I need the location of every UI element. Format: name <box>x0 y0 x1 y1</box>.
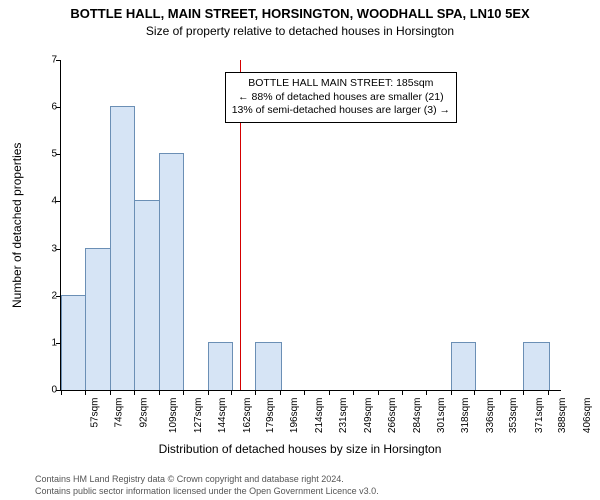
x-axis-title: Distribution of detached houses by size … <box>0 442 600 456</box>
histogram-bar <box>523 342 550 390</box>
x-tick-label: 336sqm <box>485 398 496 434</box>
y-tick-label: 0 <box>51 385 57 396</box>
x-tick-label: 353sqm <box>508 398 519 434</box>
x-tick-label: 371sqm <box>534 398 545 434</box>
footer-line: Contains HM Land Registry data © Crown c… <box>35 474 344 484</box>
x-tick-label: 127sqm <box>193 398 204 434</box>
histogram-bar <box>61 295 86 390</box>
y-tick-label: 7 <box>51 55 57 66</box>
y-tick-label: 4 <box>51 196 57 207</box>
x-tick-label: 214sqm <box>314 398 325 434</box>
histogram-bar <box>159 153 184 390</box>
y-tick-label: 2 <box>51 290 57 301</box>
x-tick-label: 109sqm <box>168 398 179 434</box>
x-tick-label: 249sqm <box>363 398 374 434</box>
x-tick-label: 196sqm <box>289 398 300 434</box>
x-tick-label: 284sqm <box>412 398 423 434</box>
annotation-box: BOTTLE HALL MAIN STREET: 185sqm ← 88% of… <box>225 72 457 123</box>
histogram-bar <box>134 200 161 390</box>
histogram-bar <box>451 342 476 390</box>
histogram-bar <box>110 106 135 390</box>
x-tick-label: 318sqm <box>460 398 471 434</box>
x-tick-label: 406sqm <box>583 398 594 434</box>
x-tick-label: 179sqm <box>265 398 276 434</box>
footer-line: Contains public sector information licen… <box>35 486 379 496</box>
x-tick-label: 388sqm <box>557 398 568 434</box>
x-tick-label: 266sqm <box>387 398 398 434</box>
annotation-line: 13% of semi-detached houses are larger (… <box>232 104 450 118</box>
y-tick-label: 6 <box>51 102 57 113</box>
x-tick-label: 74sqm <box>113 398 124 428</box>
x-tick-label: 144sqm <box>217 398 228 434</box>
x-tick-label: 301sqm <box>436 398 447 434</box>
histogram-bar <box>85 248 112 390</box>
annotation-line: BOTTLE HALL MAIN STREET: 185sqm <box>232 77 450 91</box>
page-title: BOTTLE HALL, MAIN STREET, HORSINGTON, WO… <box>0 6 600 21</box>
histogram-bar <box>208 342 233 390</box>
annotation-line: ← 88% of detached houses are smaller (21… <box>232 91 450 105</box>
page-subtitle: Size of property relative to detached ho… <box>0 24 600 38</box>
x-tick-label: 162sqm <box>242 398 253 434</box>
y-tick-label: 1 <box>51 337 57 348</box>
x-tick-label: 57sqm <box>90 398 101 428</box>
y-axis-title: Number of detached properties <box>10 142 24 307</box>
y-tick-label: 5 <box>51 149 57 160</box>
x-tick-label: 92sqm <box>138 398 149 428</box>
y-tick-label: 3 <box>51 243 57 254</box>
histogram-bar <box>255 342 282 390</box>
x-tick-label: 231sqm <box>338 398 349 434</box>
